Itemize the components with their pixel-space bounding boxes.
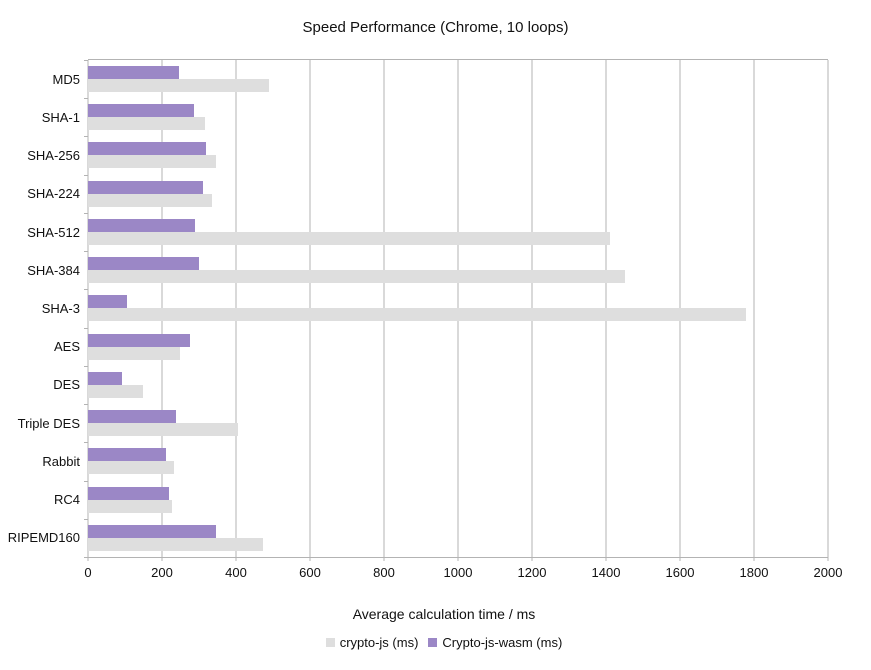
plot-area: MD5 SHA-1 SHA-256 SHA-224 SHA-512 SHA-384 SHA-… xyxy=(8,59,829,561)
x-axis-tick-label: 1800 xyxy=(739,565,769,580)
y-axis-label: SHA-512 xyxy=(27,224,80,240)
bar-crypto-js-wasm-ms xyxy=(88,218,196,232)
x-axis-tick xyxy=(457,557,459,561)
x-axis-tick xyxy=(679,557,681,561)
bar-crypto-js-ms xyxy=(88,270,625,284)
x-axis-tick-label: 1200 xyxy=(517,565,547,580)
y-axis-label: SHA-3 xyxy=(41,300,80,316)
y-axis-label: RIPEMD160 xyxy=(7,530,80,546)
x-axis-tick-label: 0 xyxy=(84,565,92,580)
x-axis-tick-label: 1400 xyxy=(591,565,621,580)
y-axis-label: SHA-384 xyxy=(27,262,80,278)
y-axis-tick xyxy=(84,174,88,176)
x-axis-tick-label: 200 xyxy=(151,565,173,580)
legend-marker xyxy=(325,638,335,647)
y-axis-label: RC4 xyxy=(53,492,80,508)
x-axis-tick-label: 1600 xyxy=(665,565,695,580)
y-axis-tick xyxy=(84,212,88,214)
x-axis-tick-label: 400 xyxy=(225,565,247,580)
bar-crypto-js-wasm-ms xyxy=(88,295,127,309)
bar-crypto-js-wasm-ms xyxy=(88,66,179,79)
y-axis-label: SHA-224 xyxy=(27,186,80,202)
bar-crypto-js-wasm-ms xyxy=(88,257,199,271)
bar-crypto-js-ms xyxy=(88,423,239,437)
y-axis-tick xyxy=(84,327,88,329)
legend: crypto-js (ms) Crypto-js-wasm (ms) xyxy=(30,635,858,650)
chart-title: Speed Performance (Chrome, 10 loops) xyxy=(302,19,569,36)
x-axis-tick xyxy=(605,557,607,561)
x-axis-tick-label: 1000 xyxy=(443,565,473,580)
y-axis-label: SHA-256 xyxy=(27,148,80,164)
x-axis-tick-label: 2000 xyxy=(813,565,843,580)
y-axis-tick xyxy=(84,136,88,138)
y-axis-tick xyxy=(84,98,88,100)
bar-crypto-js-wasm-ms xyxy=(88,486,169,500)
x-axis-tick xyxy=(753,557,755,561)
y-axis-tick xyxy=(84,480,88,482)
bar-crypto-js-ms xyxy=(88,79,270,92)
y-axis-tick xyxy=(84,404,88,406)
y-axis-label: Triple DES xyxy=(17,415,80,431)
x-axis-tick xyxy=(235,557,237,561)
y-axis-tick xyxy=(84,60,88,61)
bar-crypto-js-wasm-ms xyxy=(88,410,177,424)
y-axis-label: MD5 xyxy=(52,71,80,87)
legend-item: Crypto-js-wasm (ms) xyxy=(428,635,562,650)
gridline xyxy=(827,60,829,557)
y-axis-label: SHA-1 xyxy=(41,109,80,125)
bar-crypto-js-ms xyxy=(88,308,746,322)
x-axis-tick-label: 800 xyxy=(373,565,395,580)
y-axis-label: AES xyxy=(53,339,80,355)
x-axis-tick xyxy=(827,557,829,561)
bar-crypto-js-ms xyxy=(88,537,263,551)
legend-label: Crypto-js-wasm (ms) xyxy=(442,635,563,650)
bar-crypto-js-wasm-ms xyxy=(88,371,123,385)
bar-crypto-js-wasm-ms xyxy=(88,180,203,194)
bar-crypto-js-wasm-ms xyxy=(88,333,191,347)
bar-crypto-js-ms xyxy=(88,499,172,513)
y-axis-tick xyxy=(84,518,88,520)
y-axis-tick xyxy=(84,365,88,367)
x-axis-title: Average calculation time / ms xyxy=(352,606,536,622)
bar-crypto-js-ms xyxy=(88,346,180,360)
x-axis-tick-label: 600 xyxy=(299,565,321,580)
y-axis-tick xyxy=(84,289,88,291)
bar-crypto-js-wasm-ms xyxy=(88,448,167,462)
legend-marker xyxy=(428,638,438,647)
x-axis-tick xyxy=(87,557,89,561)
y-axis-label: Rabbit xyxy=(42,453,80,469)
y-axis-tick xyxy=(84,442,88,444)
x-axis-tick xyxy=(531,557,533,561)
bar-crypto-js-ms xyxy=(88,155,216,169)
bar-crypto-js-ms xyxy=(88,193,212,207)
bar-crypto-js-ms xyxy=(88,231,610,245)
y-axis-tick xyxy=(84,557,88,558)
x-axis-tick xyxy=(383,557,385,561)
legend-label: crypto-js (ms) xyxy=(339,635,419,650)
bar-crypto-js-wasm-ms xyxy=(88,104,195,118)
bar-crypto-js-wasm-ms xyxy=(88,524,216,538)
x-axis-tick xyxy=(161,557,163,561)
y-axis-tick xyxy=(84,251,88,253)
legend-item: crypto-js (ms) xyxy=(325,635,419,650)
bar-crypto-js-ms xyxy=(88,384,143,398)
x-axis-tick xyxy=(309,557,311,561)
bar-crypto-js-wasm-ms xyxy=(88,142,206,156)
y-axis-label: DES xyxy=(53,377,80,393)
bar-crypto-js-ms xyxy=(88,117,205,131)
gridline xyxy=(753,60,755,557)
x-axis-labels: 0 200 400 600 800 1000 1200 1400 1600 1800 2000 xyxy=(84,565,842,581)
bar-crypto-js-ms xyxy=(88,461,174,475)
